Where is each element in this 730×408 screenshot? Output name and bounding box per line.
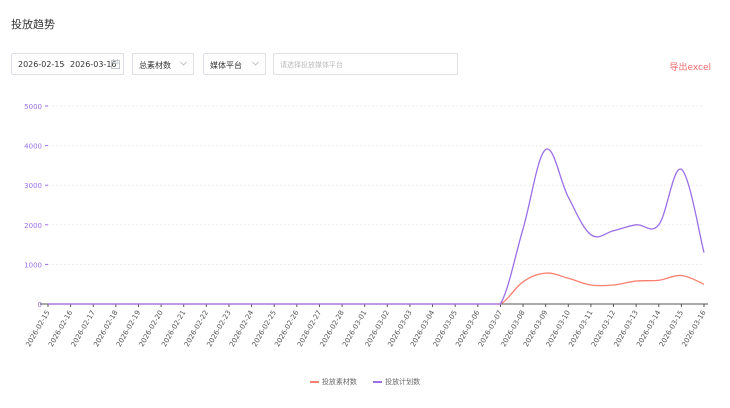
page-title: 投放趋势 bbox=[11, 18, 55, 31]
start-date-input[interactable]: 2026-02-15 bbox=[18, 60, 65, 69]
end-date-input[interactable]: 2026-03-16 bbox=[70, 60, 117, 69]
date-range-separator: - bbox=[62, 60, 65, 69]
metric-select-value: 总素材数 bbox=[139, 61, 171, 70]
chart-gridlines bbox=[48, 105, 704, 265]
y-tick-label: 0 bbox=[38, 301, 42, 309]
metric-select[interactable]: 总素材数 bbox=[132, 53, 194, 75]
legend-item-plan[interactable]: 投放计划数 bbox=[373, 377, 420, 387]
media-platform-search-input[interactable]: 请选择投放媒体平台 bbox=[273, 53, 458, 75]
series-line-plan bbox=[48, 148, 705, 305]
calendar-icon[interactable] bbox=[111, 59, 120, 69]
y-tick-label: 2000 bbox=[24, 222, 42, 230]
legend-label-material: 投放素材数 bbox=[321, 378, 357, 386]
y-tick-label: 3000 bbox=[24, 182, 42, 190]
legend-label-plan: 投放计划数 bbox=[385, 378, 421, 386]
y-axis-tick-labels: 0 1000 2000 3000 4000 5000 bbox=[24, 103, 48, 309]
trend-line-chart: 0 1000 2000 3000 4000 5000 2026-02-152026-02-… bbox=[24, 103, 708, 349]
chart-legend: 投放素材数 投放计划数 bbox=[0, 377, 730, 387]
x-axis: 2026-02-152026-02-162026-02-172026-02-18… bbox=[24, 303, 708, 349]
y-tick-label: 5000 bbox=[24, 103, 42, 111]
chevron-down-icon bbox=[252, 61, 259, 66]
legend-swatch-plan bbox=[373, 381, 383, 383]
y-tick-label: 4000 bbox=[24, 143, 42, 151]
chevron-down-icon bbox=[180, 61, 187, 66]
y-tick-label: 1000 bbox=[24, 261, 42, 269]
legend-swatch-material bbox=[309, 381, 319, 383]
media-platform-select-value: 媒体平台 bbox=[210, 61, 242, 70]
legend-item-material[interactable]: 投放素材数 bbox=[309, 377, 357, 387]
search-placeholder: 请选择投放媒体平台 bbox=[280, 61, 343, 69]
date-range-picker[interactable]: 2026-02-15 - 2026-03-16 bbox=[11, 53, 124, 75]
x-tick-label: 2026-03-16 bbox=[680, 309, 708, 349]
export-excel-link[interactable]: 导出excel bbox=[669, 63, 711, 73]
series-line-material bbox=[48, 272, 705, 305]
media-platform-select[interactable]: 媒体平台 bbox=[203, 53, 266, 75]
chart-series bbox=[48, 148, 705, 305]
